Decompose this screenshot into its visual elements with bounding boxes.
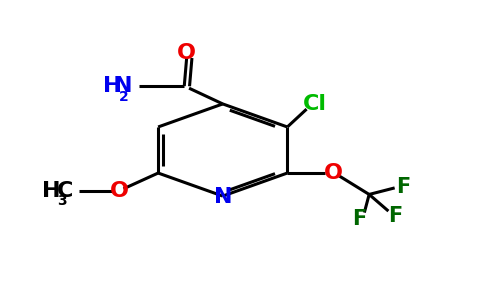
Text: N: N <box>213 187 232 207</box>
Text: 2: 2 <box>119 90 129 104</box>
Text: H: H <box>43 181 61 201</box>
Text: O: O <box>177 43 196 62</box>
Text: F: F <box>352 209 367 229</box>
Text: O: O <box>110 181 129 201</box>
Text: H: H <box>103 76 121 96</box>
Text: Cl: Cl <box>303 94 327 114</box>
Text: O: O <box>324 163 343 183</box>
Text: F: F <box>389 206 403 226</box>
Text: N: N <box>114 76 132 96</box>
Text: F: F <box>396 177 410 197</box>
Text: 3: 3 <box>58 194 67 208</box>
Text: C: C <box>57 181 73 201</box>
